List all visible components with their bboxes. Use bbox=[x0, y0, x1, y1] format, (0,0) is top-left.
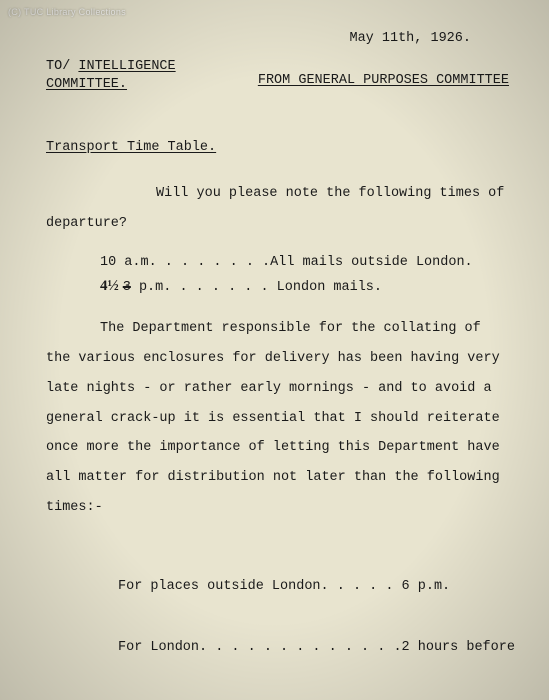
schedule-2-row-1: For places outside London. . . . . 6 p.m… bbox=[118, 577, 509, 597]
to-recipient: INTELLIGENCE bbox=[78, 59, 175, 74]
schedule-2: For places outside London. . . . . 6 p.m… bbox=[118, 536, 509, 700]
paragraph-2: The Department responsible for the colla… bbox=[46, 314, 509, 522]
to-line2: COMMITTEE. bbox=[46, 76, 176, 94]
to-block: TO/ INTELLIGENCE COMMITTEE. bbox=[46, 58, 176, 94]
schedule-1: 10 a.m. . . . . . . .All mails outside L… bbox=[100, 252, 509, 298]
subject-line: Transport Time Table. bbox=[46, 139, 509, 157]
handwritten-correction-1: 4½ bbox=[100, 274, 119, 298]
schedule-1-row-1: 10 a.m. . . . . . . .All mails outside L… bbox=[100, 252, 509, 274]
schedule-1-row-2: 4½3 p.m. . . . . . . London mails. bbox=[100, 274, 509, 299]
struck-text-1: 3 bbox=[123, 277, 131, 299]
to-prefix: TO/ bbox=[46, 59, 78, 74]
paragraph-1: Will you please note the following times… bbox=[46, 179, 509, 238]
address-row: TO/ INTELLIGENCE COMMITTEE. FROM GENERAL… bbox=[46, 58, 509, 94]
copyright-watermark: (C) TUC Library Collections bbox=[8, 6, 126, 18]
schedule-1-row-2-rest: p.m. . . . . . . London mails. bbox=[131, 280, 382, 295]
schedule-2-row-2: For London. . . . . . . . . . . . .2 hou… bbox=[118, 638, 509, 658]
document-date: May 11th, 1926. bbox=[46, 30, 509, 48]
to-line1: TO/ INTELLIGENCE bbox=[46, 58, 176, 76]
from-block: FROM GENERAL PURPOSES COMMITTEE bbox=[258, 58, 509, 94]
